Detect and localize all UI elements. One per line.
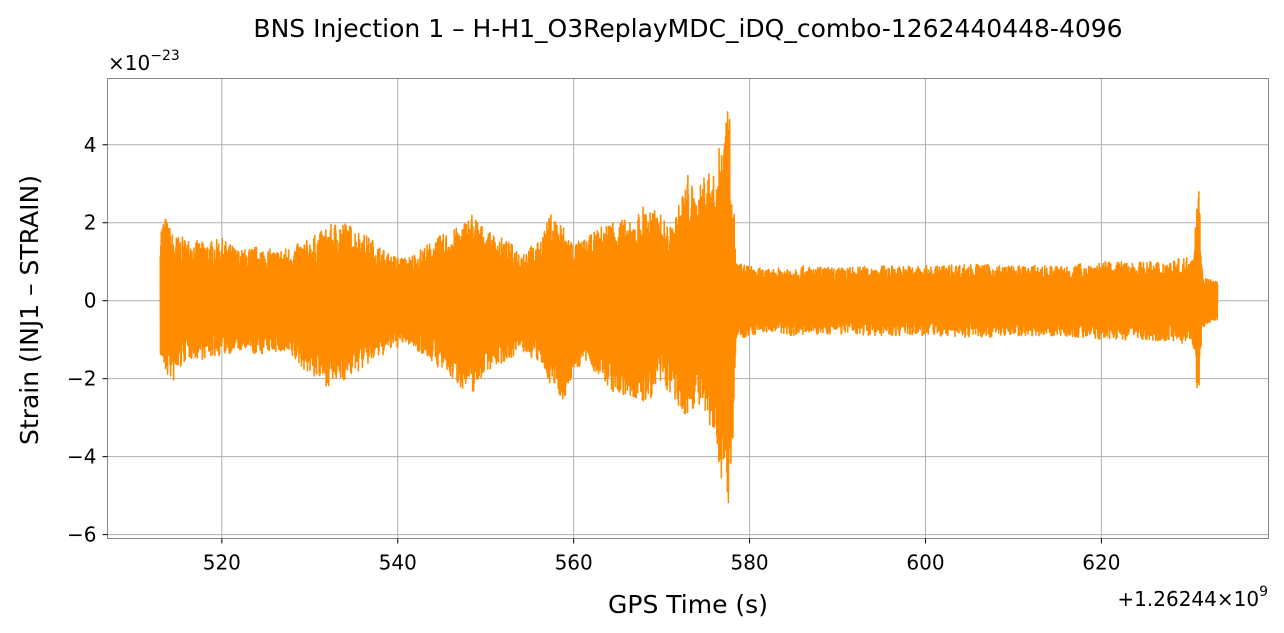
- y-tick-label: 2: [84, 211, 97, 235]
- y-axis-label: Strain (INJ1 – STRAIN): [15, 175, 44, 445]
- strain-series: [159, 111, 1219, 504]
- y-tick-label: −6: [67, 523, 96, 547]
- x-tick-label: 520: [203, 551, 241, 575]
- x-axis-ticks: 520 540 560 580 600 620: [203, 538, 1120, 575]
- x-tick-label: 540: [379, 551, 417, 575]
- y-tick-label: 4: [84, 133, 97, 157]
- x-axis-label: GPS Time (s): [608, 590, 768, 619]
- plot-frame: [107, 78, 1269, 539]
- x-tick-label: 560: [555, 551, 593, 575]
- strain-trace: [159, 111, 1219, 504]
- x-tick-label: 600: [906, 551, 944, 575]
- x-tick-label: 620: [1082, 551, 1120, 575]
- y-tick-label: 0: [84, 289, 97, 313]
- y-scale-factor: ×10−23: [108, 48, 180, 75]
- y-tick-label: −4: [67, 445, 96, 469]
- x-tick-label: 580: [730, 551, 768, 575]
- chart-title: BNS Injection 1 – H-H1_O3ReplayMDC_iDQ_c…: [253, 14, 1122, 43]
- y-tick-label: −2: [67, 367, 96, 391]
- y-axis-ticks: −6 −4 −2 0 2 4: [67, 133, 108, 547]
- x-offset-label: +1.26244×109: [1117, 584, 1268, 611]
